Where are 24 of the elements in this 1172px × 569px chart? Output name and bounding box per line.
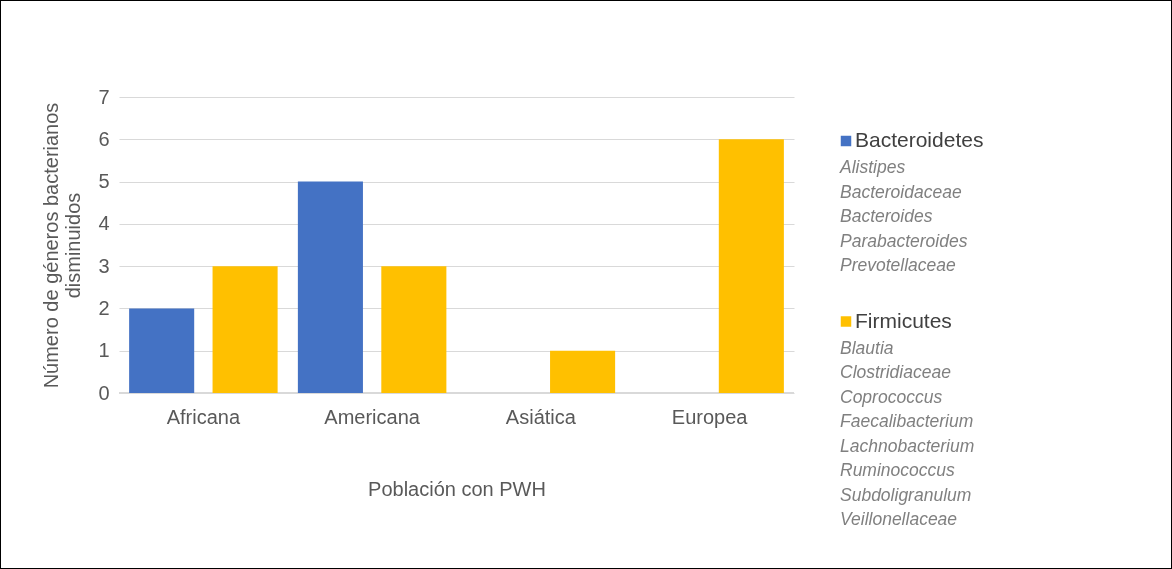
bar [297,181,363,393]
y-axis-title: Número de géneros bacterianos disminuidos [40,102,85,389]
x-axis-title: Población con PWH [368,477,546,500]
y-tick-label: 5 [98,170,110,193]
y-tick-label: 1 [98,339,110,362]
y-tick-label: 0 [98,381,110,404]
bar [550,350,616,393]
y-tick-label: 7 [98,85,110,108]
y-tick-label: 2 [98,296,110,319]
x-tick-label: Americana [324,405,421,428]
text: Alistipes Bacteroidaceae Bacteroides Parabacteroides Prevotellaceae [839,157,968,275]
y-tick-label: 6 [98,127,110,150]
y-tick-label: 4 [98,212,110,235]
x-tick-label: Europea [671,405,749,428]
x-tick-label: Africana [166,405,241,428]
y-tick-label: 3 [98,254,110,277]
bar [381,266,447,393]
bar [129,308,195,393]
bar [212,266,278,393]
x-tick-label: Asiática [505,405,577,428]
bar [718,139,784,393]
legend-label: Bacteroidetes [855,128,984,151]
legend-label: Firmicutes [855,308,952,332]
text: Blautia Clostridiaceae Coprococcus Faecalibacterium Lachnobacterium Ruminococcus Subdoligranulum Veillonellaceae [840,337,975,529]
